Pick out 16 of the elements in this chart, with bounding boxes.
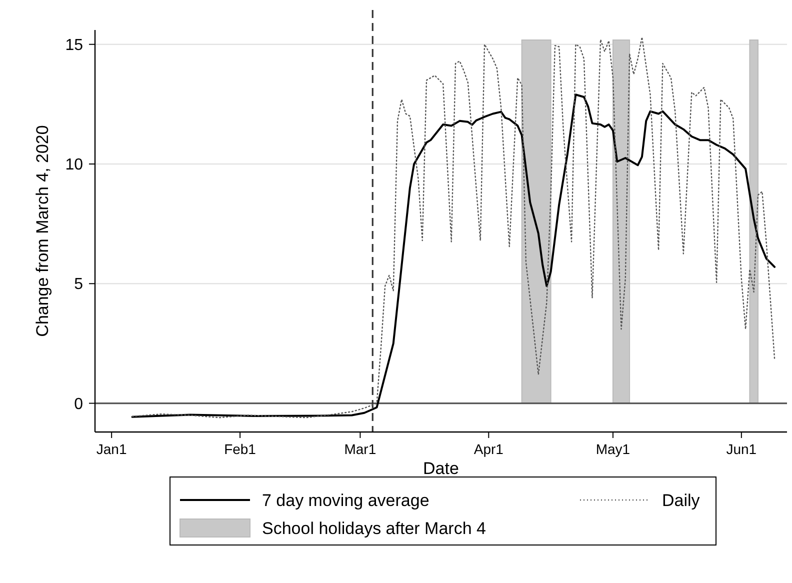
legend-label: Daily — [662, 490, 700, 510]
x-tick-label: Feb1 — [224, 441, 256, 457]
x-tick-label: Jun1 — [726, 441, 757, 457]
x-tick-label: Jan1 — [96, 441, 127, 457]
legend-label: 7 day moving average — [262, 490, 430, 510]
y-axis-title: Change from March 4, 2020 — [33, 125, 52, 337]
y-tick-label: 15 — [65, 36, 84, 54]
y-tick-label: 10 — [65, 156, 84, 174]
x-tick-label: Apr1 — [474, 441, 504, 457]
x-tick-label: May1 — [596, 441, 630, 457]
y-tick-label: 0 — [74, 396, 84, 413]
x-axis-title: Date — [423, 459, 459, 478]
legend-label: School holidays after March 4 — [262, 518, 486, 538]
y-tick-label: 5 — [74, 276, 84, 294]
x-tick-label: Mar1 — [344, 441, 376, 457]
line-series — [131, 94, 776, 418]
